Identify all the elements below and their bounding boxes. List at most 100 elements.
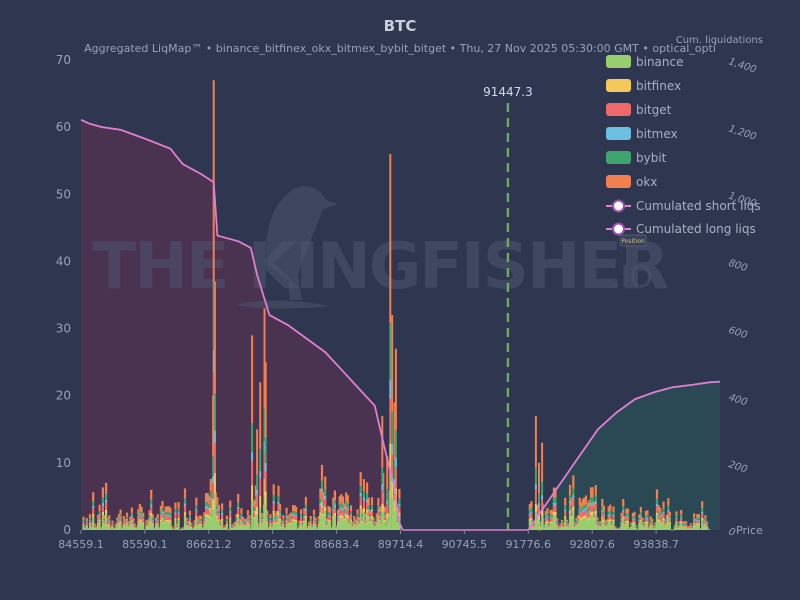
bar-307-bitget (705, 525, 709, 527)
bar-234-okx (588, 500, 591, 508)
bar-0-bitmex (82, 521, 85, 523)
spike-312-bitmex (251, 452, 254, 462)
bar-14-bybit (105, 494, 108, 500)
bar-107-bitfinex (254, 510, 257, 515)
bar-129-bitget (290, 519, 293, 523)
bar-143-binance (312, 522, 316, 530)
bar-248-bitfinex (610, 525, 613, 527)
bar-42-bitfinex (150, 512, 153, 516)
bar-27-okx (125, 512, 129, 517)
bar-61-binance (180, 529, 183, 530)
bar-30-okx (130, 507, 133, 513)
bar-216-binance (559, 527, 562, 530)
bar-27-bitfinex (125, 522, 129, 524)
bar-130-bybit (291, 511, 295, 515)
bar-5-bitmex (90, 525, 93, 526)
bar-222-binance (568, 514, 572, 530)
bar-66-bitfinex (188, 521, 191, 524)
bar-63-bitfinex (183, 512, 187, 516)
bar-84-okx (217, 504, 220, 511)
bar-298-bitget (691, 527, 694, 529)
bar-9-bitfinex (96, 523, 100, 525)
bar-45-bitget (154, 522, 158, 525)
bar-211-okx (551, 509, 554, 515)
bar-219-bitget (564, 511, 567, 517)
bar-283-bybit (667, 505, 670, 510)
bar-181-okx (374, 521, 377, 524)
bar-20-binance (114, 527, 117, 530)
legend-label-bitget: bitget (636, 103, 672, 117)
spike-314-binance (263, 496, 266, 530)
bar-233-bitget (586, 514, 589, 519)
bar-28-bybit (127, 523, 130, 525)
bar-9-bybit (96, 518, 100, 521)
bar-288-binance (675, 523, 678, 530)
bar-21-bitmex (116, 521, 119, 523)
spike-310-bybit (213, 393, 216, 431)
bar-124-okx (282, 515, 285, 519)
spike-318-binance (389, 473, 392, 530)
bar-219-okx (564, 497, 567, 506)
bar-301-bitfinex (696, 523, 699, 525)
bar-196-okx (398, 488, 401, 499)
bar-78-bitget (208, 510, 211, 516)
bar-288-bitget (675, 519, 678, 522)
bar-276-binance (655, 515, 659, 530)
bar-66-bitget (188, 518, 191, 522)
bar-256-okx (623, 516, 626, 520)
bar-51-binance (164, 521, 167, 530)
bar-143-bybit (312, 514, 316, 517)
current-price-marker: 91447.3 (483, 85, 533, 530)
bar-16-okx (108, 515, 111, 519)
bar-10-okx (98, 504, 101, 511)
bar-134-binance (298, 526, 301, 530)
bar-220-bitget (565, 524, 568, 526)
bar-148-bitget (320, 492, 324, 502)
spike-320-bitmex (393, 479, 396, 486)
bar-306-bitfinex (704, 523, 707, 525)
bar-54-okx (169, 507, 172, 514)
bar-229-binance (580, 520, 583, 530)
bar-58-bitget (175, 526, 179, 528)
bar-151-bitmex (325, 522, 328, 524)
spike-314-bybit (263, 408, 266, 442)
bar-46-bybit (156, 518, 159, 520)
bar-272-binance (649, 525, 652, 530)
bar-6-bitget (92, 508, 95, 514)
bar-241-okx (599, 521, 602, 524)
bar-47-binance (158, 528, 161, 530)
spike-317-bitget (381, 490, 384, 504)
bar-140-binance (308, 527, 311, 530)
bar-296-bitget (688, 527, 691, 529)
bar-63-bitget (183, 505, 187, 513)
bar-2-bitmex (85, 522, 88, 524)
bar-114-okx (266, 510, 269, 516)
bar-289-okx (676, 525, 680, 527)
bar-151-bitget (325, 523, 328, 525)
right-tick-label-6: 1,200 (727, 124, 758, 143)
bar-211-bitget (551, 518, 554, 522)
bar-101-bybit (245, 521, 248, 523)
bar-48-bitfinex (159, 519, 162, 522)
bar-219-bitfinex (564, 516, 567, 519)
bar-95-bitfinex (235, 523, 238, 525)
bar-141-bitfinex (309, 524, 312, 526)
bar-162-bitget (343, 514, 346, 519)
bar-129-binance (290, 523, 293, 530)
spike-319-bitget (391, 454, 394, 481)
bar-33-binance (135, 528, 138, 530)
bar-180-binance (372, 525, 375, 530)
bar-198-bitfinex (530, 517, 533, 520)
bar-277-okx (657, 505, 660, 512)
bar-171-bitfinex (358, 524, 361, 526)
bar-293-bitfinex (683, 526, 686, 527)
bar-294-bybit (685, 523, 688, 525)
bar-124-bitmex (282, 520, 285, 522)
bar-86-bybit (221, 509, 224, 513)
spike-322-bitfinex (386, 513, 389, 519)
bar-265-bitget (638, 521, 641, 524)
bar-43-bitmex (151, 519, 154, 521)
bar-214-bitmex (556, 522, 559, 524)
bar-197-bitfinex (528, 518, 531, 521)
bar-29-bybit (129, 519, 132, 522)
